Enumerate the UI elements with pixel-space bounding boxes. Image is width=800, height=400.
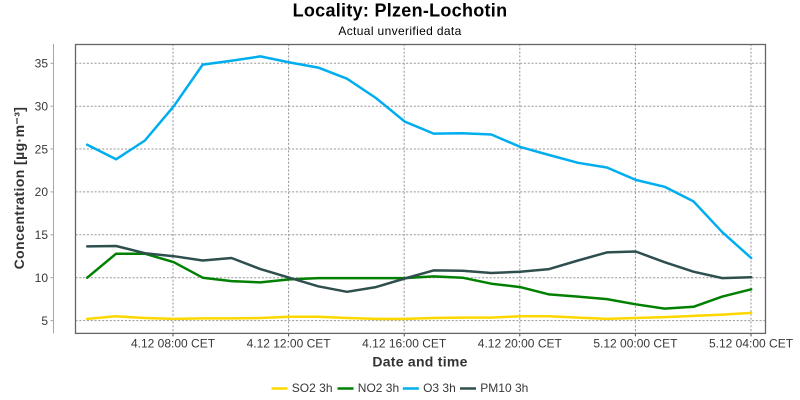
svg-text:PM10 3h: PM10 3h (480, 381, 528, 395)
svg-text:15: 15 (35, 228, 49, 242)
svg-text:20: 20 (35, 185, 49, 199)
svg-text:4.12 08:00 CET: 4.12 08:00 CET (131, 336, 216, 350)
svg-text:4.12 16:00 CET: 4.12 16:00 CET (362, 336, 447, 350)
svg-text:5: 5 (41, 314, 48, 328)
svg-text:SO2 3h: SO2 3h (292, 381, 333, 395)
svg-text:35: 35 (35, 57, 49, 71)
svg-text:4.12 12:00 CET: 4.12 12:00 CET (247, 336, 332, 350)
svg-text:O3 3h: O3 3h (423, 381, 456, 395)
svg-text:Actual unverified data: Actual unverified data (338, 24, 461, 38)
svg-text:30: 30 (35, 100, 49, 114)
svg-text:10: 10 (35, 271, 49, 285)
svg-text:Concentration [µg·m⁻³]: Concentration [µg·m⁻³] (11, 107, 27, 270)
svg-text:5.12 04:00 CET: 5.12 04:00 CET (709, 336, 794, 350)
svg-text:Date and time: Date and time (372, 354, 467, 370)
svg-text:Locality: Plzen-Lochotin: Locality: Plzen-Lochotin (293, 1, 508, 21)
svg-text:NO2 3h: NO2 3h (358, 381, 399, 395)
svg-text:4.12 20:00 CET: 4.12 20:00 CET (478, 336, 563, 350)
svg-text:25: 25 (35, 142, 49, 156)
svg-text:5.12 00:00 CET: 5.12 00:00 CET (593, 336, 678, 350)
